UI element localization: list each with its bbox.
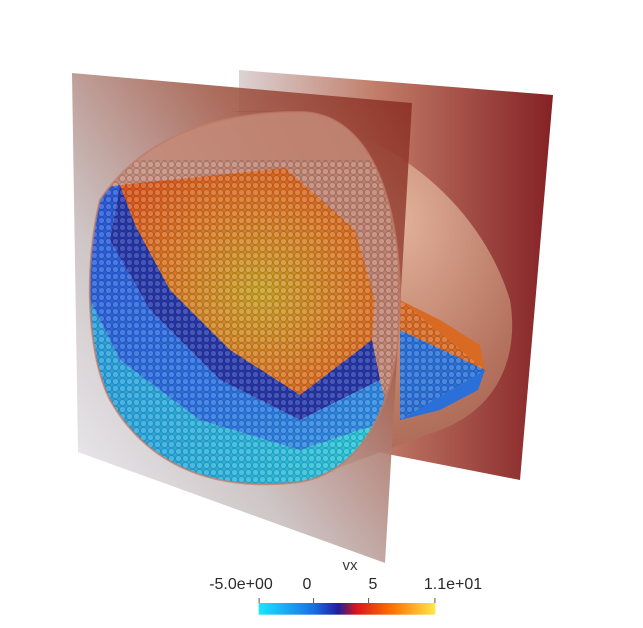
colorbar-tick-label: 1.1e+01 xyxy=(423,576,483,593)
particle-bed xyxy=(89,160,400,485)
colorbar-tick-label: -5.0e+00 xyxy=(209,576,273,593)
color-legend: vx -5.0e+00 0 5 1.1e+01 xyxy=(200,555,500,625)
colorbar-fill xyxy=(258,603,436,615)
colorbar-tick-label: 0 xyxy=(302,576,312,593)
colorbar-title: vx xyxy=(342,557,358,574)
colorbar-gradient xyxy=(258,598,436,615)
colorbar-tick-label: 5 xyxy=(368,576,378,593)
